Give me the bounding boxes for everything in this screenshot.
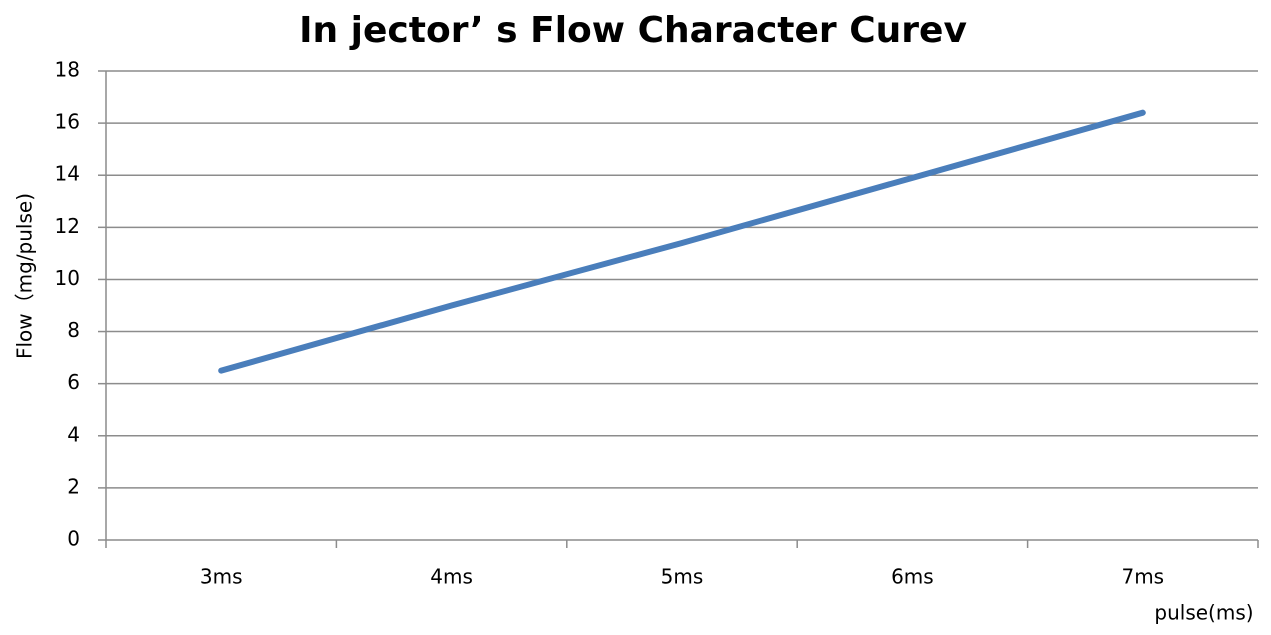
y-tick-label: 4: [67, 422, 80, 446]
y-axis-label: Flow（mg/pulse): [13, 193, 37, 359]
x-tick-label: 7ms: [1121, 565, 1164, 589]
y-tick-label: 10: [55, 266, 80, 290]
y-tick-label: 12: [55, 214, 80, 238]
chart-title: In jector’ s Flow Character Curev: [299, 10, 967, 51]
x-tick-label: 6ms: [891, 565, 934, 589]
x-tick-label: 4ms: [430, 565, 473, 589]
y-tick-label: 8: [67, 318, 80, 342]
y-tick-label: 0: [67, 527, 80, 551]
x-tick-label: 5ms: [661, 565, 704, 589]
y-tick-label: 16: [55, 110, 80, 134]
y-tick-label: 14: [55, 162, 80, 186]
x-tick-label: 3ms: [200, 565, 243, 589]
y-tick-label: 2: [67, 474, 80, 498]
y-tick-label: 18: [55, 58, 80, 82]
y-tick-label: 6: [67, 370, 80, 394]
data-line: [218, 109, 1146, 374]
x-axis-label: pulse(ms): [1154, 601, 1253, 625]
